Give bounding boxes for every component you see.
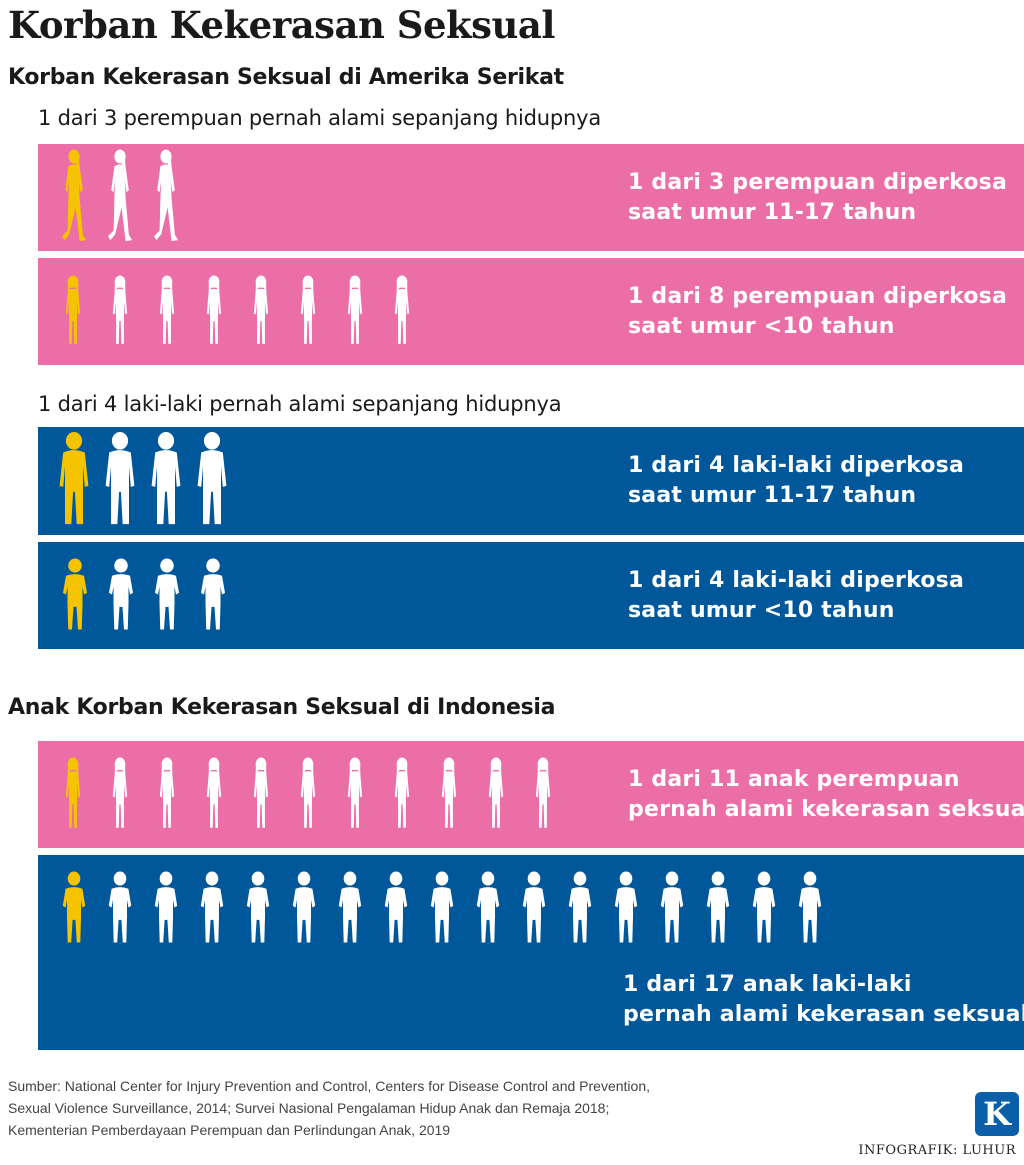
band-label-line1: 1 dari 17 anak laki-laki	[623, 972, 912, 997]
girl-icon	[206, 757, 222, 828]
man-icon	[151, 431, 181, 525]
boy-icon-highlighted	[62, 871, 86, 943]
boy-icon	[752, 871, 776, 943]
band-label-line2: saat umur 11-17 tahun	[628, 483, 917, 508]
band-label: 1 dari 11 anak perempuan pernah alami ke…	[628, 765, 1024, 825]
band-label: 1 dari 17 anak laki-laki pernah alami ke…	[623, 970, 1024, 1030]
boy-icon	[660, 871, 684, 943]
band-us-women-under-10: 1 dari 8 perempuan diperkosa saat umur <…	[38, 258, 1024, 365]
icon-row	[38, 741, 1024, 848]
girl-icon	[253, 275, 269, 344]
band-id-girls: 1 dari 11 anak perempuan pernah alami ke…	[38, 741, 1024, 848]
man-icon-highlighted	[59, 431, 89, 525]
boy-icon	[706, 871, 730, 943]
girl-icon	[300, 757, 316, 828]
band-label: 1 dari 3 perempuan diperkosa saat umur 1…	[628, 168, 1007, 228]
band-label: 1 dari 8 perempuan diperkosa saat umur <…	[628, 282, 1007, 342]
band-label: 1 dari 4 laki-laki diperkosa saat umur 1…	[628, 451, 964, 511]
band-id-boys: 1 dari 17 anak laki-laki pernah alami ke…	[38, 855, 1024, 1050]
girl-icon	[253, 757, 269, 828]
girl-icon	[488, 757, 504, 828]
source-line: Sexual Violence Surveillance, 2014; Surv…	[8, 1100, 610, 1116]
indonesia-section-heading: Anak Korban Kekerasan Seksual di Indones…	[8, 695, 556, 720]
band-us-men-under-10: 1 dari 4 laki-laki diperkosa saat umur <…	[38, 542, 1024, 649]
us-men-intro: 1 dari 4 laki-laki pernah alami sepanjan…	[38, 392, 562, 416]
boy-icon	[430, 871, 454, 943]
boy-icon	[568, 871, 592, 943]
boy-icon	[476, 871, 500, 943]
band-us-men-11-17: 1 dari 4 laki-laki diperkosa saat umur 1…	[38, 427, 1024, 535]
boy-icon	[522, 871, 546, 943]
girl-icon-highlighted	[65, 275, 81, 344]
woman-icon	[154, 149, 178, 242]
boy-icon	[798, 871, 822, 943]
girl-icon	[112, 757, 128, 828]
us-section-heading: Korban Kekerasan Seksual di Amerika Seri…	[8, 65, 564, 90]
boy-icon	[338, 871, 362, 943]
band-us-women-11-17: 1 dari 3 perempuan diperkosa saat umur 1…	[38, 144, 1024, 251]
boy-icon-highlighted	[63, 558, 87, 630]
band-label-line2: pernah alami kekerasan seksual	[623, 1002, 1024, 1027]
boy-icon	[201, 558, 225, 630]
woman-icon-highlighted	[62, 149, 86, 242]
icon-row	[38, 427, 1024, 535]
infographic-credit: INFOGRAFIK: LUHUR	[858, 1143, 1016, 1158]
source-line: Sumber: National Center for Injury Preve…	[8, 1078, 650, 1094]
girl-icon	[394, 757, 410, 828]
girl-icon	[347, 757, 363, 828]
girl-icon	[441, 757, 457, 828]
publisher-logo: K	[975, 1092, 1019, 1136]
band-label-line1: 1 dari 11 anak perempuan	[628, 767, 960, 792]
boy-icon	[155, 558, 179, 630]
man-icon	[105, 431, 135, 525]
boy-icon	[384, 871, 408, 943]
band-label-line1: 1 dari 4 laki-laki diperkosa	[628, 453, 964, 478]
icon-row	[38, 542, 1024, 649]
boy-icon	[109, 558, 133, 630]
girl-icon	[535, 757, 551, 828]
band-label-line1: 1 dari 3 perempuan diperkosa	[628, 170, 1008, 195]
band-label-line2: pernah alami kekerasan seksual	[628, 797, 1024, 822]
icon-row	[38, 258, 1024, 365]
icon-row	[38, 144, 1024, 251]
band-label: 1 dari 4 laki-laki diperkosa saat umur <…	[628, 566, 964, 626]
man-icon	[197, 431, 227, 525]
band-label-line2: saat umur <10 tahun	[628, 314, 895, 339]
boy-icon	[108, 871, 132, 943]
boy-icon	[292, 871, 316, 943]
boy-icon	[200, 871, 224, 943]
girl-icon	[159, 757, 175, 828]
page-title: Korban Kekerasan Seksual	[8, 3, 555, 47]
girl-icon	[206, 275, 222, 344]
us-women-intro: 1 dari 3 perempuan pernah alami sepanjan…	[38, 106, 602, 130]
girl-icon	[300, 275, 316, 344]
girl-icon	[394, 275, 410, 344]
woman-icon	[108, 149, 132, 242]
band-label-line2: saat umur 11-17 tahun	[628, 200, 917, 225]
girl-icon	[112, 275, 128, 344]
girl-icon	[347, 275, 363, 344]
band-label-line1: 1 dari 8 perempuan diperkosa	[628, 284, 1008, 309]
band-label-line2: saat umur <10 tahun	[628, 598, 895, 623]
source-note: Sumber: National Center for Injury Preve…	[8, 1075, 650, 1141]
band-label-line1: 1 dari 4 laki-laki diperkosa	[628, 568, 964, 593]
boy-icon	[614, 871, 638, 943]
boy-icon	[246, 871, 270, 943]
girl-icon-highlighted	[65, 757, 81, 828]
source-line: Kementerian Pemberdayaan Perempuan dan P…	[8, 1122, 451, 1138]
girl-icon	[159, 275, 175, 344]
boy-icon	[154, 871, 178, 943]
icon-row	[38, 855, 1024, 1050]
